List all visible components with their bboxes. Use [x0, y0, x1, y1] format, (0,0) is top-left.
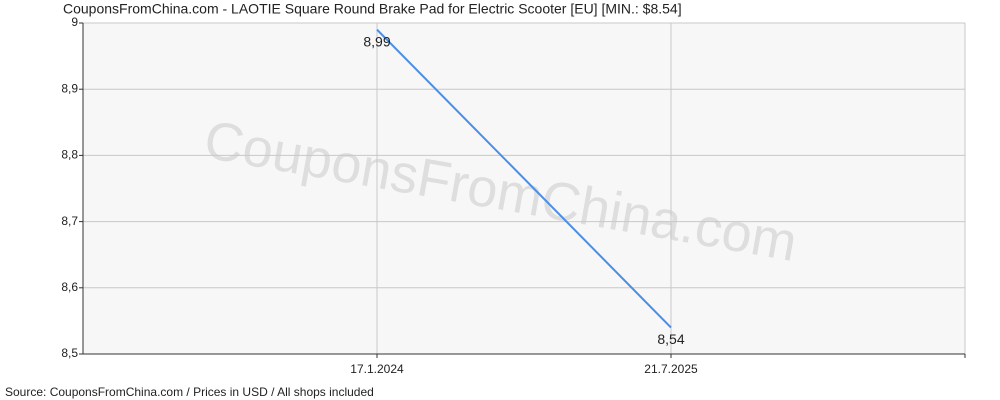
price-line — [376, 28, 672, 329]
y-tick-label: 8,7 — [61, 214, 78, 228]
y-tick-label: 8,6 — [61, 280, 78, 294]
y-tick-label: 8,5 — [61, 346, 78, 360]
source-note: Source: CouponsFromChina.com / Prices in… — [5, 385, 374, 399]
chart-title: CouponsFromChina.com - LAOTIE Square Rou… — [63, 1, 682, 17]
plot-area — [83, 23, 965, 354]
y-tick-label: 9 — [71, 15, 78, 29]
y-tick-label: 8,8 — [61, 148, 78, 162]
x-tick-label: 21.7.2025 — [644, 362, 698, 376]
data-label: 8,99 — [363, 33, 390, 49]
y-tick-label: 8,9 — [61, 81, 78, 95]
data-label: 8,54 — [657, 331, 684, 347]
x-tick-label: 17.1.2024 — [350, 362, 404, 376]
